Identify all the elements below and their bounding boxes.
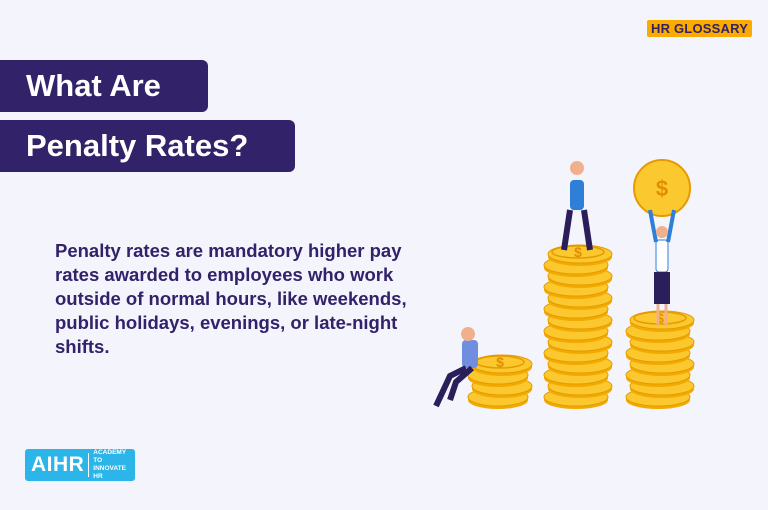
person-lifting-skirt xyxy=(654,272,670,304)
logo-tagline: ACADEMY TO INNOVATE HR xyxy=(93,449,127,480)
person-standing-head xyxy=(570,161,584,175)
person-sitting-head xyxy=(461,327,475,341)
person-lifting-legs xyxy=(656,304,668,326)
coin-rim xyxy=(633,311,687,325)
coin-rim xyxy=(551,245,605,259)
person-sitting-torso xyxy=(462,340,478,368)
page-title-line2: Penalty Rates? xyxy=(0,120,295,172)
dollar-icon: $ xyxy=(656,310,664,326)
coin xyxy=(629,310,695,330)
logo-divider xyxy=(88,453,90,477)
dollar-icon: $ xyxy=(496,354,504,370)
person-standing-legs xyxy=(561,209,593,251)
dollar-icon: $ xyxy=(656,176,668,201)
person-standing-torso xyxy=(570,180,584,210)
hr-glossary-badge: HR GLOSSARY xyxy=(647,20,753,37)
page-title-line1: What Are xyxy=(0,60,208,112)
definition-text: Penalty rates are mandatory higher pay r… xyxy=(55,240,407,357)
person-lifting-torso xyxy=(655,239,669,273)
person-sitting-legs xyxy=(433,365,474,408)
dollar-icon: $ xyxy=(574,244,582,260)
person-lifting-arms xyxy=(648,209,676,243)
person-lifting-head xyxy=(656,226,668,238)
aihr-logo: AIHR ACADEMY TO INNOVATE HR xyxy=(25,449,135,481)
logo-main: AIHR xyxy=(31,453,85,476)
coin-held xyxy=(633,159,691,217)
coin-stacks-illustration: $ $ $ $ xyxy=(433,159,695,409)
